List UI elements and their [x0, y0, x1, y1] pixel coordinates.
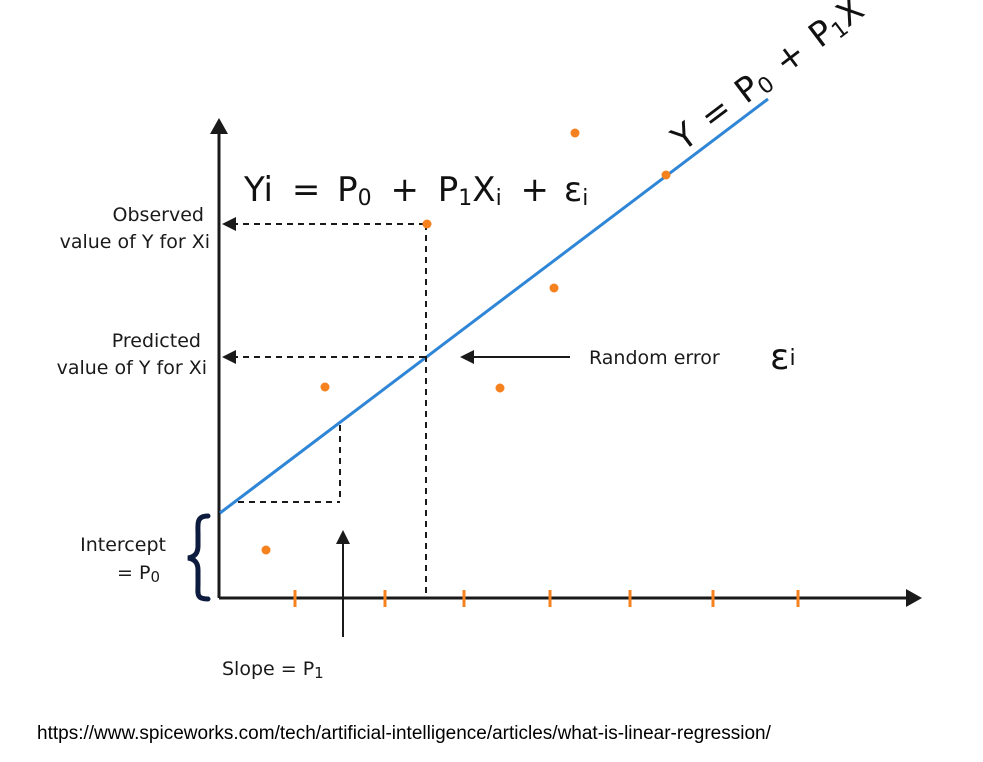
source-url: https://www.spiceworks.com/tech/artifici… [37, 723, 771, 744]
intercept-brace [187, 513, 211, 602]
x-axis-ticks [293, 590, 800, 607]
data-point [261, 545, 271, 555]
slope-label-sub: 1 [314, 664, 324, 682]
model-p0: P [337, 170, 358, 210]
model-plus2: + [521, 170, 550, 210]
intercept-label-sub: 0 [150, 568, 160, 586]
model-x: X [472, 170, 495, 210]
model-epsilon-sub: i [582, 186, 588, 211]
model-xi-sub: i [496, 186, 502, 211]
guide-lines [232, 223, 427, 598]
observed-label-line1: Observed [113, 204, 204, 226]
predicted-arrowhead [222, 350, 236, 364]
random-error-symbol: εi [770, 337, 796, 378]
data-point [320, 382, 330, 392]
model-p1: P [438, 170, 459, 210]
y-axis-arrowhead [210, 118, 228, 134]
observed-arrowhead [222, 217, 236, 231]
regression-line [219, 97, 769, 515]
line-equation-label: Y = P0 + P1X [664, 0, 874, 163]
random-error-sub: i [789, 346, 795, 371]
model-y: Yi [243, 170, 273, 210]
model-plus: + [390, 170, 419, 210]
data-point [661, 170, 671, 180]
model-equation: Yi = P0 + P1Xi + εi [243, 170, 588, 214]
slope-label: Slope = P1 [222, 658, 324, 682]
model-epsilon: ε [564, 170, 582, 210]
observed-label-line2: value of Y for Xi [60, 231, 210, 253]
random-error-label: Random error [589, 347, 720, 369]
observed-label: Observed value of Y for Xi [60, 204, 210, 253]
data-point [570, 128, 580, 138]
model-p0-sub: 0 [358, 186, 372, 211]
random-error-epsilon: ε [770, 337, 789, 378]
slope-label-text: Slope = P [222, 658, 314, 680]
intercept-label: Intercept = P0 [80, 534, 172, 586]
predicted-label-line1: Predicted [112, 330, 201, 352]
random-error-arrowhead [460, 350, 474, 364]
x-axis-arrowhead [906, 589, 922, 607]
data-point [495, 383, 505, 393]
intercept-label-line2: = P [117, 562, 150, 584]
predicted-label-line2: value of Y for Xi [57, 357, 207, 379]
data-point [422, 219, 432, 229]
line-label-equals: = [693, 89, 740, 138]
data-points [261, 128, 671, 555]
data-point [549, 283, 559, 293]
predicted-label: Predicted value of Y for Xi [57, 330, 207, 379]
model-equals: = [292, 170, 321, 210]
slope-arrowhead [336, 530, 350, 544]
model-p1-sub: 1 [458, 186, 472, 211]
intercept-label-line1: Intercept [80, 534, 166, 556]
line-label-plus: + [767, 33, 814, 82]
slope-triangle [238, 425, 341, 503]
